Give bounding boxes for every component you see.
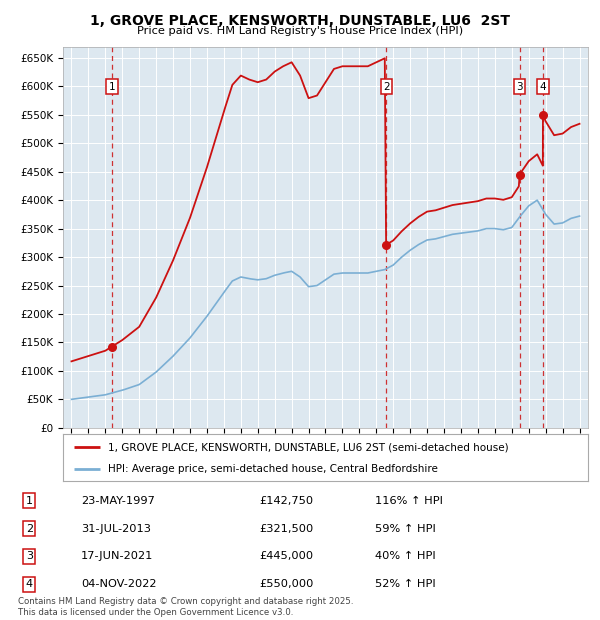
Text: 23-MAY-1997: 23-MAY-1997	[81, 495, 155, 506]
Text: 52% ↑ HPI: 52% ↑ HPI	[375, 579, 436, 590]
Text: 1, GROVE PLACE, KENSWORTH, DUNSTABLE, LU6 2ST (semi-detached house): 1, GROVE PLACE, KENSWORTH, DUNSTABLE, LU…	[107, 442, 508, 452]
Text: 31-JUL-2013: 31-JUL-2013	[81, 523, 151, 534]
Text: 4: 4	[539, 82, 546, 92]
Text: HPI: Average price, semi-detached house, Central Bedfordshire: HPI: Average price, semi-detached house,…	[107, 464, 437, 474]
Text: 17-JUN-2021: 17-JUN-2021	[81, 551, 154, 562]
Text: £445,000: £445,000	[260, 551, 314, 562]
Text: £321,500: £321,500	[260, 523, 314, 534]
Text: 116% ↑ HPI: 116% ↑ HPI	[375, 495, 443, 506]
Text: £550,000: £550,000	[260, 579, 314, 590]
Text: 2: 2	[383, 82, 389, 92]
Text: 59% ↑ HPI: 59% ↑ HPI	[375, 523, 436, 534]
Text: Price paid vs. HM Land Registry's House Price Index (HPI): Price paid vs. HM Land Registry's House …	[137, 26, 463, 36]
Text: Contains HM Land Registry data © Crown copyright and database right 2025.
This d: Contains HM Land Registry data © Crown c…	[18, 598, 353, 617]
Text: 1: 1	[26, 495, 33, 506]
Text: 1: 1	[109, 82, 115, 92]
Text: £142,750: £142,750	[260, 495, 314, 506]
Text: 3: 3	[516, 82, 523, 92]
Text: 04-NOV-2022: 04-NOV-2022	[81, 579, 157, 590]
Text: 1, GROVE PLACE, KENSWORTH, DUNSTABLE, LU6  2ST: 1, GROVE PLACE, KENSWORTH, DUNSTABLE, LU…	[90, 14, 510, 28]
Text: 3: 3	[26, 551, 33, 562]
Text: 4: 4	[26, 579, 33, 590]
Text: 40% ↑ HPI: 40% ↑ HPI	[375, 551, 436, 562]
Text: 2: 2	[26, 523, 33, 534]
